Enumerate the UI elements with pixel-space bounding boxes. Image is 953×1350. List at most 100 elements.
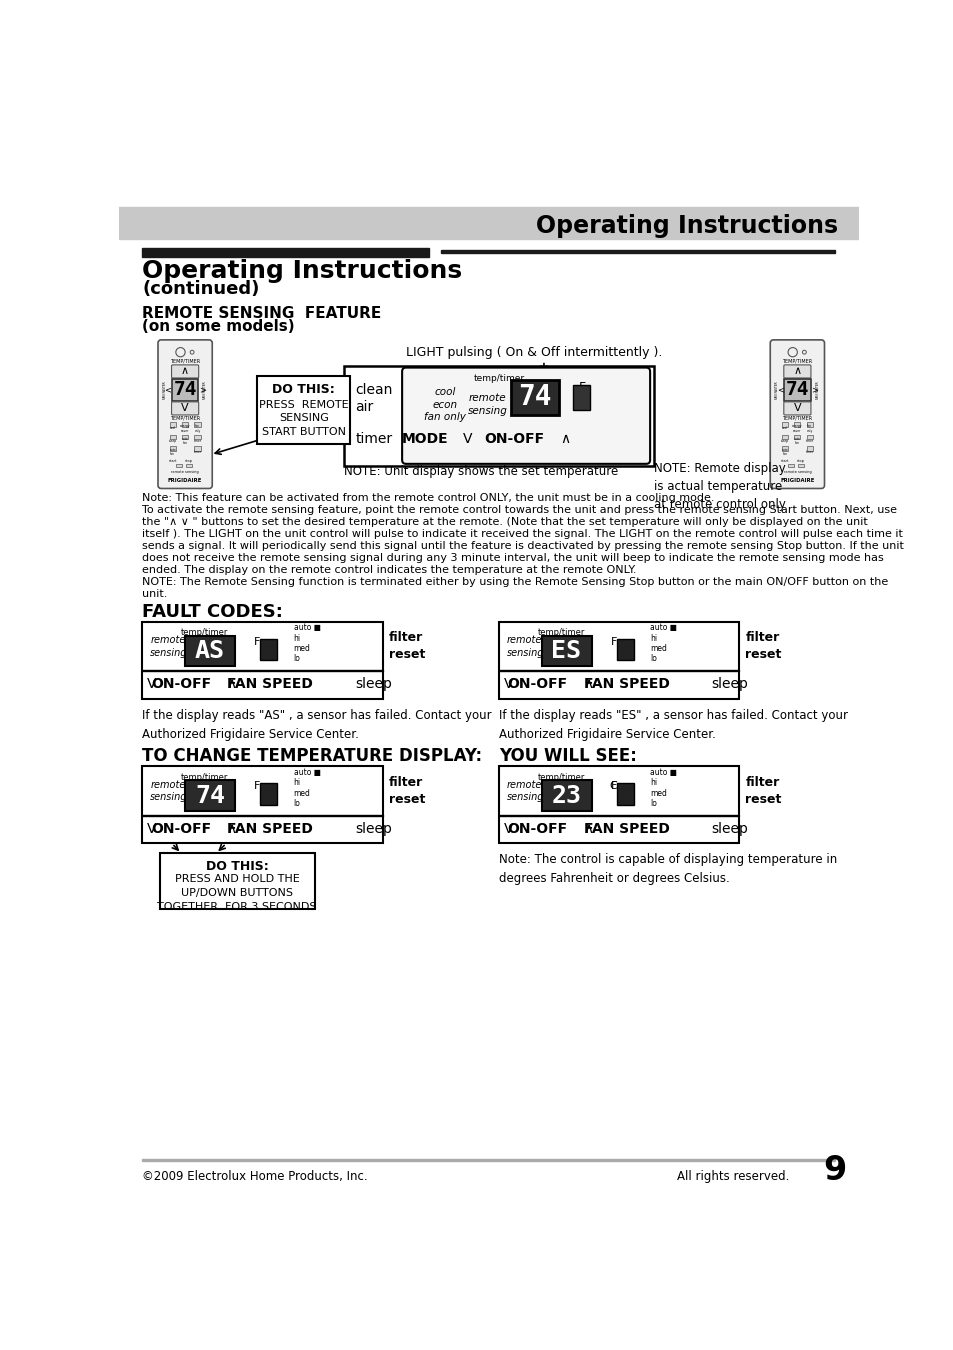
Text: auto
fan: auto fan bbox=[793, 436, 800, 446]
Text: temp/timer: temp/timer bbox=[537, 628, 584, 637]
Text: filter
reset: filter reset bbox=[389, 776, 425, 806]
Text: ON-OFF: ON-OFF bbox=[151, 822, 212, 836]
Bar bbox=[510, 379, 558, 414]
Text: ∧: ∧ bbox=[181, 366, 189, 377]
Text: ES: ES bbox=[551, 639, 580, 663]
Text: V: V bbox=[147, 822, 156, 836]
Bar bbox=[170, 446, 175, 451]
Text: 74: 74 bbox=[785, 381, 808, 400]
Text: All rights reserved.: All rights reserved. bbox=[677, 1170, 789, 1184]
Text: F: F bbox=[578, 381, 586, 394]
Text: remote
sensing: remote sensing bbox=[467, 393, 507, 416]
Text: auto ■
hi
med
lo: auto ■ hi med lo bbox=[649, 768, 677, 809]
Text: auto ■
hi
med
lo: auto ■ hi med lo bbox=[294, 624, 320, 663]
Text: V: V bbox=[147, 678, 156, 691]
Text: YOU WILL SEE:: YOU WILL SEE: bbox=[498, 748, 637, 765]
Text: 74: 74 bbox=[517, 383, 551, 410]
Bar bbox=[617, 783, 633, 805]
Text: FAN FASTER: FAN FASTER bbox=[163, 381, 167, 398]
Text: timer: timer bbox=[193, 451, 201, 455]
Text: sleep: sleep bbox=[711, 822, 747, 836]
Text: sleep: sleep bbox=[169, 439, 176, 443]
Text: TEMP/TIMER: TEMP/TIMER bbox=[170, 359, 200, 364]
Text: auto ■
hi
med
lo: auto ■ hi med lo bbox=[649, 624, 677, 663]
Text: start: start bbox=[169, 459, 177, 463]
Text: timer: timer bbox=[805, 439, 813, 443]
Text: cool: cool bbox=[781, 427, 787, 431]
Text: temp/timer: temp/timer bbox=[181, 628, 228, 637]
Text: filter
reset: filter reset bbox=[744, 632, 781, 662]
Text: F: F bbox=[610, 782, 617, 791]
Bar bbox=[194, 435, 200, 439]
Text: (continued): (continued) bbox=[142, 279, 259, 298]
Bar bbox=[142, 622, 382, 699]
Text: FAN FASTER: FAN FASTER bbox=[815, 381, 819, 398]
Text: If the display reads "ES" , a sensor has failed. Contact your
Authorized Frigida: If the display reads "ES" , a sensor has… bbox=[498, 709, 847, 741]
Bar bbox=[185, 780, 235, 811]
Text: >: > bbox=[810, 385, 817, 394]
Text: temp/timer: temp/timer bbox=[537, 772, 584, 782]
Text: FAN SPEED: FAN SPEED bbox=[583, 822, 669, 836]
Bar bbox=[806, 435, 812, 439]
Text: stop: stop bbox=[797, 459, 804, 463]
Text: ∧: ∧ bbox=[582, 678, 593, 691]
Bar bbox=[344, 366, 654, 466]
Text: stop: stop bbox=[185, 459, 193, 463]
Bar bbox=[172, 379, 198, 401]
Text: Note: The control is capable of displaying temperature in
degrees Fahrenheit or : Note: The control is capable of displayi… bbox=[498, 853, 837, 886]
Text: Operating Instructions: Operating Instructions bbox=[142, 259, 462, 284]
Text: (on some models): (on some models) bbox=[142, 319, 294, 333]
Bar bbox=[794, 435, 800, 439]
Bar bbox=[182, 435, 188, 439]
Text: auto
fan: auto fan bbox=[781, 448, 787, 456]
Text: ON-OFF: ON-OFF bbox=[507, 822, 567, 836]
Text: 23: 23 bbox=[551, 784, 580, 807]
FancyBboxPatch shape bbox=[769, 340, 823, 489]
Text: does not receive the remote sensing signal during any 3 minute interval, the uni: does not receive the remote sensing sign… bbox=[142, 552, 883, 563]
Text: FAN SPEED: FAN SPEED bbox=[583, 678, 669, 691]
Text: temp/timer: temp/timer bbox=[473, 374, 524, 383]
Text: V: V bbox=[503, 678, 513, 691]
Bar bbox=[781, 446, 787, 451]
Text: MODE: MODE bbox=[401, 432, 448, 447]
Text: itself ). The LIGHT on the unit control will pulse to indicate it received the s: itself ). The LIGHT on the unit control … bbox=[142, 529, 902, 539]
Text: sleep: sleep bbox=[781, 439, 788, 443]
Text: temp/timer: temp/timer bbox=[181, 772, 228, 782]
Bar bbox=[541, 780, 592, 811]
Text: ∧: ∧ bbox=[226, 822, 236, 836]
Text: 9: 9 bbox=[822, 1154, 846, 1187]
Text: auto
fan: auto fan bbox=[182, 436, 189, 446]
Text: DO THIS:: DO THIS: bbox=[206, 860, 268, 873]
Bar bbox=[541, 636, 592, 667]
Text: remote sensing: remote sensing bbox=[172, 470, 199, 474]
Text: timer: timer bbox=[355, 432, 393, 447]
Text: V: V bbox=[463, 432, 473, 447]
Text: ∧: ∧ bbox=[793, 366, 801, 377]
Bar bbox=[260, 783, 277, 805]
Text: cool
econ
fan only: cool econ fan only bbox=[423, 387, 465, 423]
Text: sleep: sleep bbox=[711, 678, 747, 691]
Text: To activate the remote sensing feature, point the remote control towards the uni: To activate the remote sensing feature, … bbox=[142, 505, 897, 516]
Text: TEMP/TIMER: TEMP/TIMER bbox=[170, 416, 200, 420]
Bar bbox=[194, 446, 200, 451]
Bar bbox=[142, 767, 382, 844]
Text: <: < bbox=[776, 385, 783, 394]
Text: ON-OFF: ON-OFF bbox=[507, 678, 567, 691]
Text: FRIGIDAIRE: FRIGIDAIRE bbox=[780, 478, 814, 482]
Text: timer: timer bbox=[193, 439, 201, 443]
Text: fan
only: fan only bbox=[806, 424, 812, 432]
Text: ∧: ∧ bbox=[582, 822, 593, 836]
Text: DO THIS:: DO THIS: bbox=[272, 383, 335, 397]
Text: NOTE: Unit display shows the set temperature: NOTE: Unit display shows the set tempera… bbox=[344, 464, 618, 478]
Text: FAN SPEED: FAN SPEED bbox=[227, 822, 313, 836]
Text: F: F bbox=[253, 782, 260, 791]
FancyBboxPatch shape bbox=[158, 340, 212, 489]
Text: NOTE: The Remote Sensing function is terminated either by using the Remote Sensi: NOTE: The Remote Sensing function is ter… bbox=[142, 576, 888, 587]
Text: filter
reset: filter reset bbox=[389, 632, 425, 662]
Text: V: V bbox=[181, 404, 189, 413]
Bar bbox=[142, 248, 429, 256]
Bar bbox=[572, 385, 589, 410]
Text: Operating Instructions: Operating Instructions bbox=[536, 213, 838, 238]
FancyBboxPatch shape bbox=[783, 364, 810, 378]
Text: unit.: unit. bbox=[142, 589, 168, 598]
